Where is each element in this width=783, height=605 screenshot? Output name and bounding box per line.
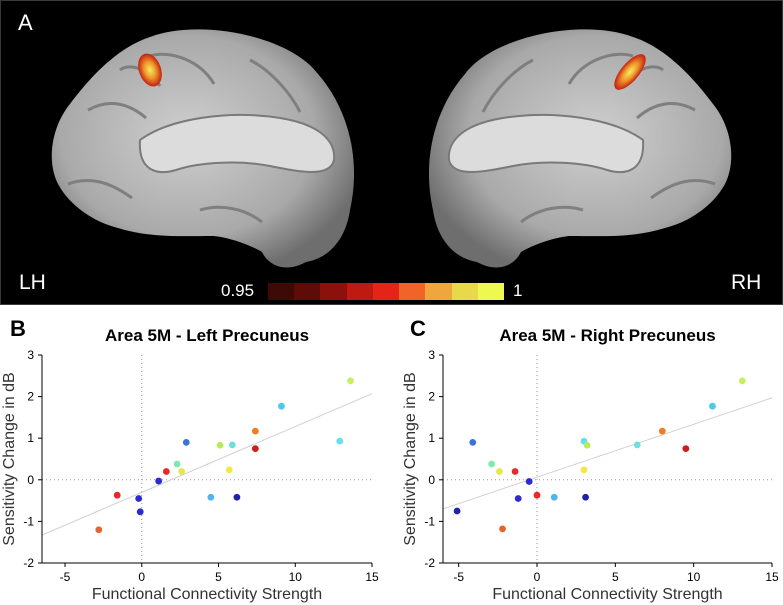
data-point [135,495,143,502]
y-axis-label: Sensitivity Change in dB [402,372,419,545]
data-point [633,441,641,449]
y-tick-label: 0 [428,473,435,487]
y-tick-label: 2 [27,390,34,404]
data-point [453,507,461,515]
x-tick-label: 0 [534,570,541,584]
colorbar-max-label: 1 [513,281,523,300]
left-activation-blob [138,53,162,87]
regression-line [41,393,373,536]
data-point [113,491,121,499]
y-tick-label: 3 [428,348,435,362]
data-point [216,441,224,449]
y-tick-label: -1 [424,514,435,528]
left-hemisphere [51,29,355,268]
panel-letter-b: B [10,316,26,341]
data-point [550,493,558,501]
y-tick-label: 0 [27,473,34,487]
data-point [709,402,716,410]
data-point [251,427,259,435]
panel-letter-c: C [410,316,426,341]
data-point [347,377,354,385]
data-point [278,402,285,410]
data-point [682,445,690,452]
data-point [207,493,215,501]
data-point [496,468,503,475]
y-tick-label: 1 [428,431,435,445]
x-tick-label: -5 [60,570,71,584]
colorbar-segment [268,283,295,300]
colorbar-segment [320,283,347,300]
right-hemisphere-label: RH [731,271,762,294]
colorbar-segment [372,283,400,300]
right-hemisphere [428,29,732,268]
data-point [95,526,103,534]
x-axis-label: Functional Connectivity Strength [92,586,322,603]
x-tick-label: 5 [612,570,619,584]
data-point [155,477,163,485]
data-point [583,441,591,449]
x-tick-label: 0 [138,570,145,584]
data-point [488,460,495,468]
brain-figure-panel: A LH RH 0.95 1 [0,0,783,305]
data-point [228,441,236,449]
colorbar-segment [294,283,321,300]
data-point [525,478,533,485]
chart-title: Area 5M - Right Precuneus [499,326,715,345]
right-activation-blob [614,54,646,90]
data-point [658,427,666,435]
data-point [182,438,190,446]
y-tick-label: -2 [424,556,435,570]
chart-title: Area 5M - Left Precuneus [105,326,309,345]
x-tick-label: 15 [365,570,379,584]
x-tick-label: -5 [453,570,464,584]
y-tick-label: 1 [27,431,34,445]
x-tick-label: 10 [289,570,303,584]
colorbar-segment [346,283,373,300]
data-point [511,468,519,475]
x-tick-label: 10 [687,570,701,584]
data-point [173,460,181,468]
x-tick-label: 15 [765,570,779,584]
data-point [738,377,746,385]
data-point [336,437,344,445]
colorbar-segment [399,283,426,300]
data-point [499,525,506,533]
y-tick-label: 3 [27,348,34,362]
data-point [225,466,233,474]
y-tick-label: -2 [23,556,34,570]
data-point [582,493,589,501]
data-point [136,508,144,516]
y-tick-label: 2 [428,390,435,404]
data-point [514,495,522,502]
data-point [533,491,541,499]
left-hemisphere-label: LH [19,271,46,294]
brain-surfaces [0,0,783,305]
data-point [233,493,241,501]
data-point [162,468,170,475]
colorbar-min-label: 0.95 [221,281,255,300]
x-tick-label: 5 [215,570,222,584]
colorbar [268,283,504,300]
data-point [580,466,588,474]
regression-line [442,397,773,510]
data-point [178,468,186,475]
data-point [469,438,477,446]
colorbar-segment [425,283,452,300]
y-tick-label: -1 [23,514,34,528]
colorbar-segment [451,283,478,300]
panel-letter-a: A [18,10,33,35]
data-point [251,445,259,452]
x-axis-label: Functional Connectivity Strength [492,586,722,603]
colorbar-segment [477,283,504,300]
y-axis-label: Sensitivity Change in dB [1,372,18,545]
